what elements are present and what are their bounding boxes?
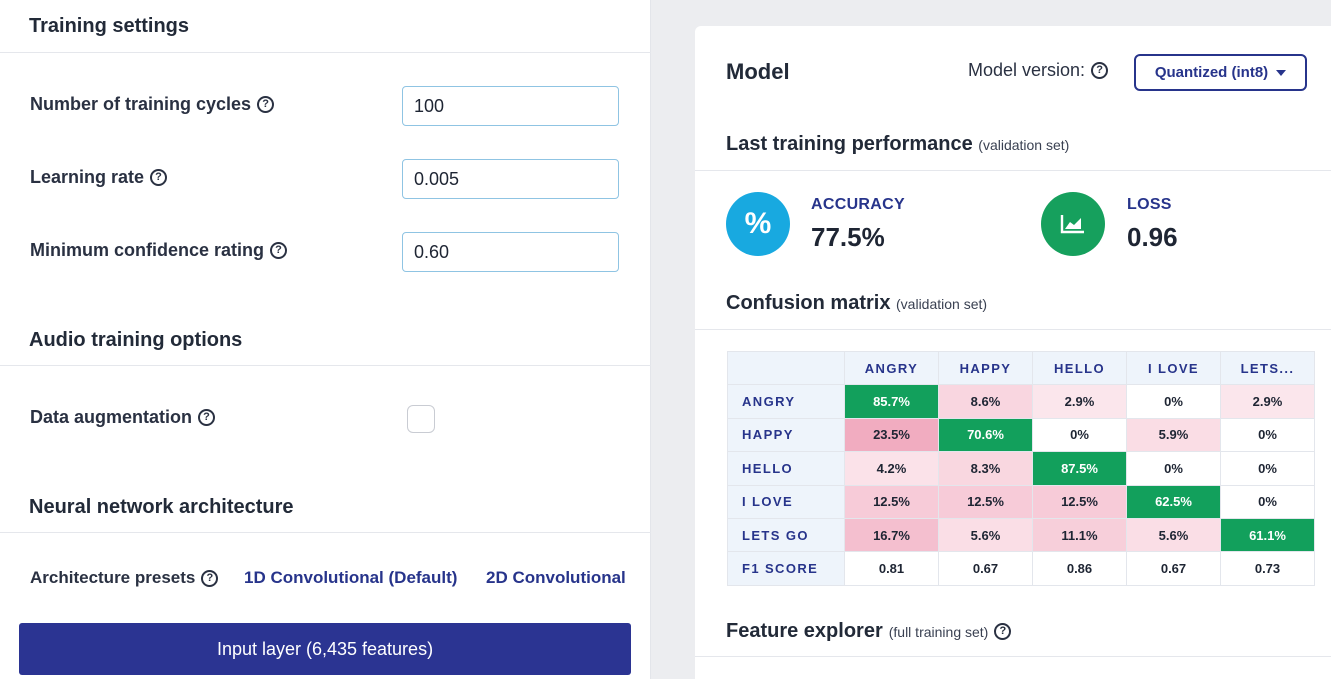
matrix-cell: 0%: [1220, 451, 1315, 486]
last-performance-title: Last training performance (validation se…: [726, 133, 1070, 155]
confusion-matrix-title: Confusion matrix (validation set): [726, 292, 988, 314]
model-version-label: Model version: ?: [968, 60, 1109, 81]
divider: [695, 170, 1331, 171]
matrix-cell: 0%: [1220, 417, 1315, 453]
help-icon[interactable]: ?: [198, 409, 216, 426]
matrix-cell: 12.5%: [844, 484, 939, 519]
matrix-cell: 8.6%: [938, 384, 1033, 419]
model-version-select[interactable]: Quantized (int8): [1134, 54, 1307, 91]
matrix-cell: 16.7%: [844, 517, 939, 553]
nn-architecture-title: Neural network architecture: [29, 496, 294, 518]
matrix-cell: 5.9%: [1126, 417, 1221, 453]
divider: [0, 52, 651, 53]
f1-score-row: F1 SCORE 0.81 0.67 0.86 0.67 0.73: [727, 551, 1315, 586]
matrix-cell: 0%: [1032, 417, 1127, 453]
data-augmentation-label: Data augmentation ?: [30, 407, 216, 428]
matrix-cell: 5.6%: [938, 517, 1033, 553]
matrix-cell: 0%: [1126, 384, 1221, 419]
matrix-cell: 87.5%: [1032, 451, 1127, 486]
matrix-cell: 62.5%: [1126, 484, 1221, 519]
column-header: LETS...: [1220, 350, 1315, 386]
matrix-cell: 12.5%: [1032, 484, 1127, 519]
help-icon[interactable]: ?: [257, 96, 275, 113]
matrix-cell: 2.9%: [1032, 384, 1127, 419]
data-augmentation-checkbox[interactable]: [407, 405, 435, 433]
min-confidence-input[interactable]: [402, 232, 619, 272]
table-row: HAPPY 23.5% 70.6% 0% 5.9% 0%: [727, 417, 1315, 453]
row-header: LETS GO: [727, 517, 845, 553]
column-header: ANGRY: [844, 350, 939, 386]
matrix-cell: 4.2%: [844, 451, 939, 486]
matrix-cell: 61.1%: [1220, 517, 1315, 553]
matrix-cell: 2.9%: [1220, 384, 1315, 419]
matrix-cell: 0%: [1220, 484, 1315, 519]
f1-cell: 0.67: [938, 551, 1033, 586]
learning-rate-input[interactable]: [402, 159, 619, 199]
accuracy-label: ACCURACY: [811, 196, 905, 213]
loss-label: LOSS: [1127, 196, 1172, 213]
table-row: I LOVE 12.5% 12.5% 12.5% 62.5% 0%: [727, 484, 1315, 519]
help-icon[interactable]: ?: [994, 623, 1012, 640]
chart-icon: [1041, 192, 1105, 256]
training-cycles-label: Number of training cycles ?: [30, 94, 275, 115]
column-header: HELLO: [1032, 350, 1127, 386]
f1-cell: 0.86: [1032, 551, 1127, 586]
corner-cell: [727, 350, 845, 386]
input-layer-button[interactable]: Input layer (6,435 features): [19, 623, 631, 675]
loss-value: 0.96: [1127, 222, 1178, 252]
f1-cell: 0.67: [1126, 551, 1221, 586]
preset-2d-link[interactable]: 2D Convolutional: [486, 568, 626, 587]
architecture-presets-label: Architecture presets ?: [30, 568, 219, 588]
training-settings-panel: Training settings Number of training cyc…: [0, 0, 651, 679]
matrix-cell: 0%: [1126, 451, 1221, 486]
chevron-down-icon: [1276, 69, 1287, 76]
help-icon[interactable]: ?: [1091, 62, 1109, 79]
audio-training-title: Audio training options: [29, 329, 243, 351]
divider: [695, 329, 1331, 330]
row-header: F1 SCORE: [727, 551, 845, 586]
matrix-cell: 11.1%: [1032, 517, 1127, 553]
matrix-cell: 85.7%: [844, 384, 939, 419]
help-icon[interactable]: ?: [270, 242, 288, 259]
feature-explorer-title: Feature explorer (full training set) ?: [726, 620, 1012, 643]
matrix-cell: 12.5%: [938, 484, 1033, 519]
row-header: HAPPY: [727, 417, 845, 453]
f1-cell: 0.81: [844, 551, 939, 586]
help-icon[interactable]: ?: [150, 169, 168, 186]
matrix-cell: 70.6%: [938, 417, 1033, 453]
column-header: HAPPY: [938, 350, 1033, 386]
table-row: HELLO 4.2% 8.3% 87.5% 0% 0%: [727, 451, 1315, 486]
help-icon[interactable]: ?: [201, 569, 219, 587]
f1-cell: 0.73: [1220, 551, 1315, 586]
accuracy-value: 77.5%: [811, 222, 885, 252]
preset-1d-link[interactable]: 1D Convolutional (Default): [244, 568, 458, 587]
divider: [695, 656, 1331, 657]
matrix-cell: 23.5%: [844, 417, 939, 453]
learning-rate-label: Learning rate ?: [30, 167, 168, 188]
divider: [0, 532, 651, 533]
row-header: ANGRY: [727, 384, 845, 419]
table-row: ANGRY 85.7% 8.6% 2.9% 0% 2.9%: [727, 384, 1315, 419]
model-panel: Model Model version: ? Quantized (int8) …: [695, 26, 1331, 679]
confusion-matrix-table: ANGRY HAPPY HELLO I LOVE LETS... ANGRY 8…: [727, 350, 1315, 586]
model-title: Model: [726, 59, 790, 84]
row-header: I LOVE: [727, 484, 845, 519]
matrix-cell: 8.3%: [938, 451, 1033, 486]
table-header-row: ANGRY HAPPY HELLO I LOVE LETS...: [727, 350, 1315, 386]
training-settings-title: Training settings: [29, 15, 190, 37]
table-row: LETS GO 16.7% 5.6% 11.1% 5.6% 61.1%: [727, 517, 1315, 553]
divider: [0, 365, 651, 366]
column-header: I LOVE: [1126, 350, 1221, 386]
training-cycles-input[interactable]: [402, 86, 619, 126]
min-confidence-label: Minimum confidence rating ?: [30, 240, 288, 261]
row-header: HELLO: [727, 451, 845, 486]
matrix-cell: 5.6%: [1126, 517, 1221, 553]
percent-icon: %: [726, 192, 790, 256]
